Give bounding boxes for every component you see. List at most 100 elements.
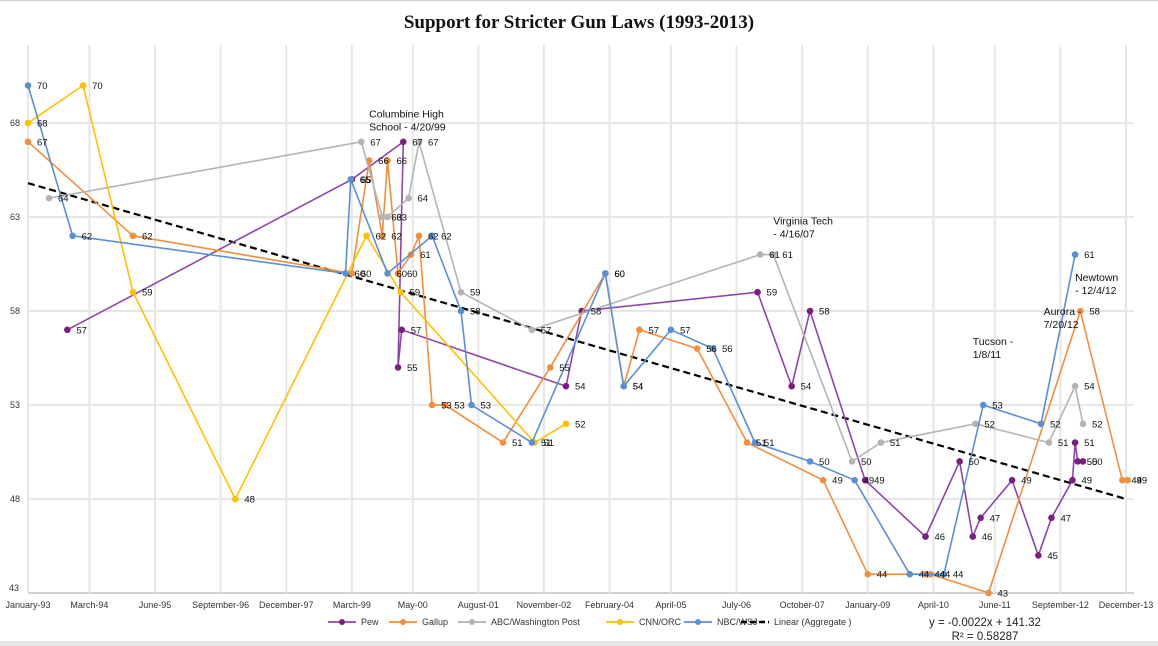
data-point-pew (399, 138, 407, 146)
data-label-nbc-wsj: 56 (722, 344, 733, 355)
data-label-nbc-wsj: 51 (541, 438, 552, 449)
data-label-gallup: 44 (935, 570, 946, 581)
series-line-cnn-orc (27, 84, 567, 501)
data-point-gallup (394, 270, 402, 277)
line-chart: 43 48 53 58 63 68 January-93 March-94 June-95 Se… (5, 45, 1153, 610)
legend-swatch (328, 619, 356, 625)
data-label-abc-washington-post: 59 (470, 288, 481, 299)
event-annotation: Aurora -7/20/12 (1044, 306, 1082, 331)
series-line-abc-washington-post (48, 140, 1084, 463)
x-tick-label: July-06 (722, 600, 751, 610)
legend-item: Pew (327, 617, 379, 627)
data-label-abc-washington-post: 51 (890, 438, 901, 449)
data-label-gallup: 62 (428, 231, 439, 242)
series-cnn-orc (24, 82, 570, 503)
data-point-nbc-wsj (667, 326, 675, 334)
data-point-nbc-wsj (620, 382, 628, 390)
data-point-gallup (499, 439, 507, 446)
data-label-gallup: 49 (1131, 476, 1142, 487)
data-label-nbc-wsj: 51 (764, 438, 775, 449)
series-line-gallup (27, 141, 1128, 595)
data-point-gallup (636, 326, 643, 334)
data-point-nbc-wsj (384, 270, 391, 277)
data-label-pew: 57 (411, 325, 422, 336)
data-label-cnn-orc: 70 (92, 81, 103, 92)
data-label-nbc-wsj: 44 (953, 570, 964, 581)
data-label-abc-washington-post: 54 (1084, 382, 1095, 393)
data-label-pew: 65 (361, 175, 372, 186)
data-label-cnn-orc: 51 (543, 438, 554, 449)
x-tick-label: March-99 (333, 600, 371, 610)
legend-marker (469, 619, 475, 625)
data-point-gallup (1077, 307, 1084, 315)
legend-item: Gallup (388, 617, 448, 627)
data-point-pew (754, 288, 761, 296)
data-label-gallup: 55 (559, 363, 570, 374)
data-point-pew (1048, 514, 1055, 522)
series-group (24, 82, 1131, 597)
x-tick-label: January-93 (5, 600, 50, 610)
data-label-abc-washington-post: 61 (769, 250, 780, 261)
event-annotation: Tucson -1/8/11 (973, 336, 1014, 361)
series-gallup (24, 138, 1131, 597)
data-label-pew: 51 (1084, 438, 1095, 449)
data-label-pew: 49 (1081, 476, 1092, 487)
data-point-nbc-wsj (709, 345, 717, 352)
data-point-abc-washington-post (357, 138, 365, 146)
y-tick-label: 43 (9, 583, 19, 593)
trendline-equation: y = -0.0022x + 141.32 R² = 0.58287 (915, 616, 1055, 644)
legend-label: NBC/WSJ (717, 617, 758, 627)
data-point-gallup (415, 232, 423, 240)
data-label-gallup: 54 (633, 382, 644, 393)
x-tick-label: November-02 (517, 600, 572, 610)
data-point-pew (969, 533, 977, 540)
data-label-gallup: 60 (361, 269, 372, 280)
data-point-gallup (441, 401, 449, 409)
x-tick-label: June-95 (139, 600, 172, 610)
data-label-nbc-wsj: 50 (819, 457, 830, 468)
x-tick-label: September-12 (1032, 600, 1089, 610)
data-point-nbc-wsj (979, 401, 987, 409)
data-label-pew: 58 (819, 307, 830, 318)
data-label-gallup: 43 (997, 589, 1008, 600)
bottom-bar (0, 641, 1158, 646)
x-tick-label: March-94 (70, 600, 108, 610)
data-point-abc-washington-post (1045, 439, 1053, 446)
data-label-abc-washington-post: 67 (428, 137, 439, 148)
y-tick-label: 63 (10, 212, 20, 222)
data-label-gallup: 44 (877, 570, 888, 581)
data-point-pew (394, 364, 402, 371)
y-tick-label: 58 (10, 306, 20, 316)
event-annotation: Virginia Tech - 4/16/07 (773, 216, 833, 241)
data-point-pew (1071, 439, 1079, 446)
data-label-nbc-wsj: 65 (360, 175, 371, 186)
data-point-abc-washington-post (1071, 382, 1079, 390)
data-label-abc-washington-post: 67 (370, 137, 381, 148)
data-label-nbc-wsj: 70 (37, 81, 48, 92)
data-point-gallup (693, 345, 701, 352)
x-tick-label: May-00 (398, 600, 428, 610)
data-label-pew: 49 (874, 476, 885, 487)
legend-item: NBC/WSJ (683, 617, 758, 627)
x-tick-label: April-05 (655, 600, 686, 610)
data-point-pew (1074, 458, 1082, 465)
series-line-pew (67, 140, 1083, 558)
data-point-gallup (1119, 476, 1126, 484)
data-label-gallup: 53 (441, 401, 452, 412)
trendline (27, 182, 1127, 501)
data-label-pew: 55 (407, 363, 418, 374)
data-label-pew: 47 (1060, 513, 1071, 524)
data-label-pew: 57 (76, 325, 87, 336)
data-label-abc-washington-post: 52 (984, 419, 995, 430)
data-label-cnn-orc: 52 (575, 419, 586, 430)
data-label-gallup: 53 (454, 401, 465, 412)
annotation-line: Tucson - (973, 336, 1014, 348)
annotation-line: School - 4/20/99 (369, 121, 446, 133)
data-label-pew: 46 (982, 532, 993, 543)
data-label-pew: 54 (801, 382, 812, 393)
data-label-gallup: 58 (1089, 307, 1100, 318)
series-line-nbc-wsj (27, 85, 1076, 576)
data-point-abc-washington-post (848, 458, 856, 465)
x-tick-label: February-04 (585, 600, 634, 610)
data-label-pew: 50 (1087, 457, 1098, 468)
